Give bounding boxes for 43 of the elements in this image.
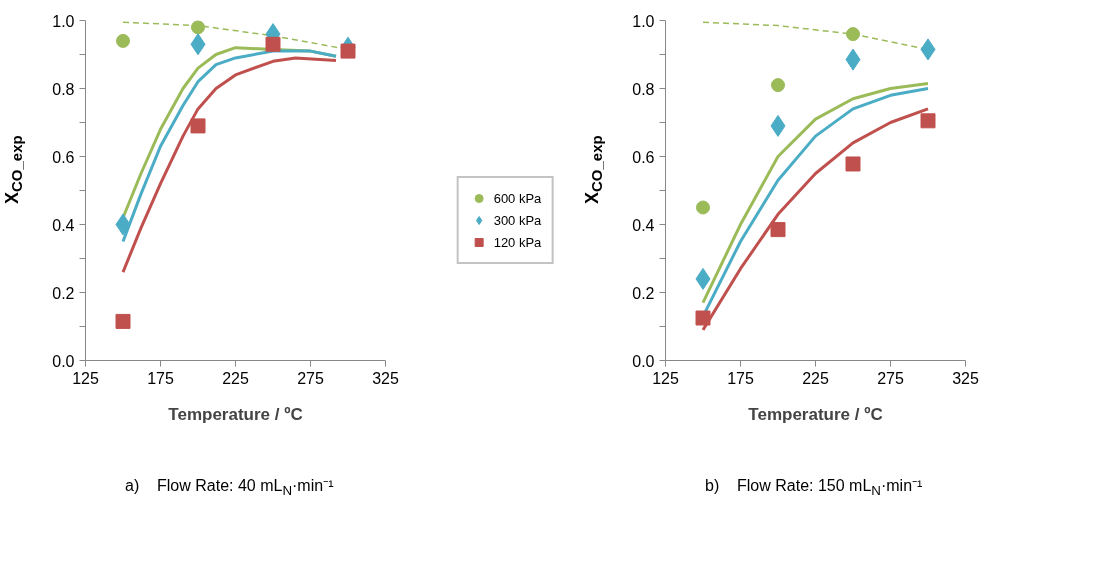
y-tick-label: 0.0 bbox=[632, 352, 655, 370]
point bbox=[340, 43, 356, 59]
y-tick-label: 0.6 bbox=[52, 148, 75, 166]
text: b) Flow Rate: 150 mL$_{N}$·min⁻¹ bbox=[704, 476, 923, 501]
legend-label: 600 kPa bbox=[493, 190, 542, 206]
y-tick-label: 0.8 bbox=[52, 80, 75, 98]
point bbox=[846, 27, 860, 42]
x-tick-label: 225 bbox=[802, 369, 829, 387]
point bbox=[696, 200, 710, 215]
x-axis-title: Temperature / ºC bbox=[168, 404, 303, 424]
y-tick-label: 0.4 bbox=[632, 216, 655, 234]
x-tick-label: 275 bbox=[297, 369, 324, 387]
x-tick-label: 175 bbox=[147, 369, 174, 387]
point bbox=[191, 20, 205, 35]
point bbox=[115, 313, 131, 329]
y-tick-label: 0.6 bbox=[632, 148, 655, 166]
y-tick-label: 1.0 bbox=[52, 12, 75, 30]
point bbox=[920, 113, 936, 129]
point bbox=[845, 156, 861, 172]
legend-label: 120 kPa bbox=[493, 234, 542, 250]
x-tick-label: 275 bbox=[877, 369, 904, 387]
x-tick-label: 175 bbox=[727, 369, 754, 387]
point bbox=[771, 78, 785, 93]
point bbox=[190, 118, 206, 134]
point bbox=[265, 36, 281, 52]
point bbox=[770, 222, 786, 238]
x-tick-label: 225 bbox=[222, 369, 249, 387]
y-tick-label: 0.2 bbox=[52, 284, 75, 302]
x-tick-label: 125 bbox=[652, 369, 679, 387]
line-series bbox=[121, 56, 338, 274]
point bbox=[695, 310, 711, 326]
y-tick-label: 1.0 bbox=[632, 12, 655, 30]
text: a) Flow Rate: 40 mL$_{N}$·min⁻¹ bbox=[124, 476, 334, 501]
x-tick-label: 325 bbox=[372, 369, 399, 387]
x-tick-label: 125 bbox=[72, 369, 99, 387]
y-tick-label: 0.4 bbox=[52, 216, 75, 234]
y-tick-label: 0.8 bbox=[632, 80, 655, 98]
legend-label: 300 kPa bbox=[493, 212, 542, 228]
y-tick-label: 0.0 bbox=[52, 352, 75, 370]
x-axis-title: Temperature / ºC bbox=[748, 404, 883, 424]
point bbox=[116, 33, 130, 48]
y-tick-label: 0.2 bbox=[632, 284, 655, 302]
x-tick-label: 325 bbox=[952, 369, 979, 387]
